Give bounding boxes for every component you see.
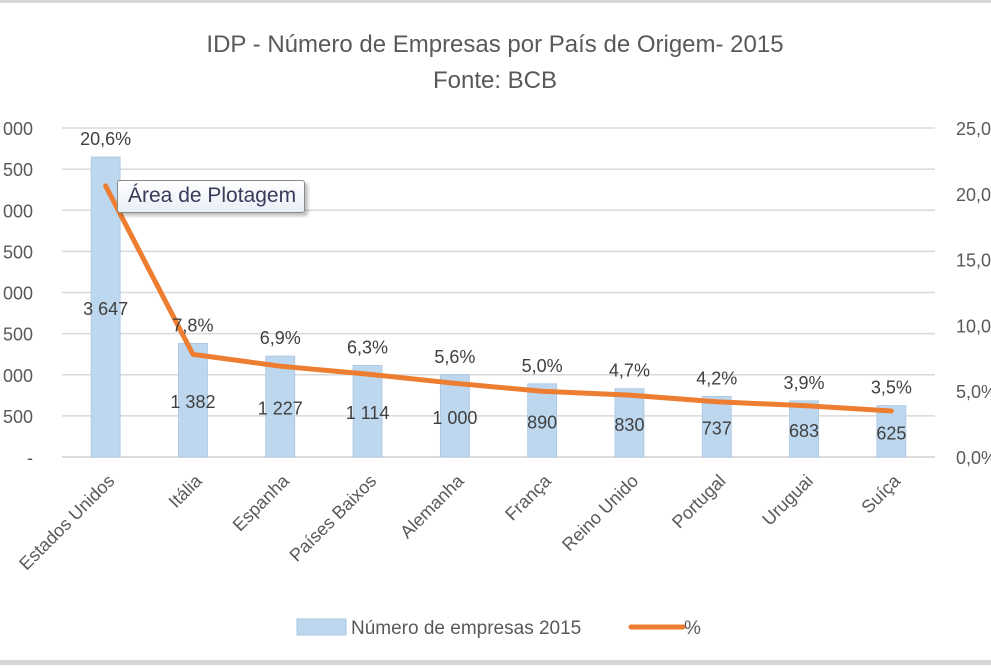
right-axis-tick-label: 0,0% xyxy=(956,448,991,468)
category-label: Itália xyxy=(165,470,207,512)
category-label: Reino Unido xyxy=(558,471,642,555)
bar-data-label: 625 xyxy=(876,423,906,443)
right-axis-tick-label: 25,0 xyxy=(956,119,991,139)
line-data-label: 4,2% xyxy=(696,368,737,388)
right-axis-tick-label: 15,0 xyxy=(956,251,991,271)
left-axis-tick-label: 500 xyxy=(3,160,33,180)
bar-data-label: 1 000 xyxy=(432,408,477,428)
bar-data-label: 1 114 xyxy=(346,403,390,423)
line-data-label: 5,0% xyxy=(522,356,563,376)
category-label: Alemanha xyxy=(396,470,468,542)
left-axis-tick-label: 500 xyxy=(3,242,33,262)
category-label: Espanha xyxy=(229,470,294,535)
line-series[interactable] xyxy=(106,186,892,411)
category-label: Uruguai xyxy=(758,471,817,530)
category-label: Suíça xyxy=(857,470,904,517)
left-axis-tick-label: 000 xyxy=(3,284,33,304)
line-data-label: 6,9% xyxy=(260,328,301,348)
bar-data-label: 737 xyxy=(702,419,732,439)
legend-bar-swatch xyxy=(297,619,346,635)
bar-data-label: 1 227 xyxy=(258,399,303,419)
bar-data-label: 890 xyxy=(527,412,557,432)
bar-data-label: 1 382 xyxy=(170,392,215,412)
right-axis: 0,0% 5,0% 10,0 15,0 20,0 25,0 xyxy=(956,119,991,468)
bar-data-label: 830 xyxy=(614,415,644,435)
chart-title: IDP - Número de Empresas por País de Ori… xyxy=(206,31,783,58)
left-axis-tick-label: - xyxy=(27,448,33,468)
category-label: Portugal xyxy=(668,471,730,533)
line-data-label: 6,3% xyxy=(347,337,388,357)
window-bottom-border xyxy=(0,660,991,665)
right-axis-tick-label: 5,0% xyxy=(956,382,991,402)
left-axis-tick-label: 000 xyxy=(3,201,33,221)
category-label: França xyxy=(501,470,555,524)
legend-line-label: % xyxy=(684,618,701,639)
legend[interactable]: Número de empresas 2015 % xyxy=(297,618,701,639)
left-axis-tick-label: 500 xyxy=(3,325,33,345)
chart-subtitle: Fonte: BCB xyxy=(433,67,557,94)
left-axis-tick-label: 000 xyxy=(3,119,33,139)
category-label: Países Baixos xyxy=(286,471,381,566)
plot-area-tooltip: Área de Plotagem xyxy=(117,180,305,213)
left-axis-tick-label: 000 xyxy=(3,366,33,386)
line-data-label: 7,8% xyxy=(172,315,213,335)
legend-bar-label: Número de empresas 2015 xyxy=(351,618,581,639)
bar-data-label: 3 647 xyxy=(83,299,128,319)
line-data-label: 5,6% xyxy=(434,347,475,367)
right-axis-tick-label: 10,0 xyxy=(956,316,991,336)
left-axis-tick-label: 500 xyxy=(3,407,33,427)
line-data-label: 20,6% xyxy=(80,129,131,149)
bar-data-label: 683 xyxy=(789,421,819,441)
line-data-label: 3,5% xyxy=(871,378,912,398)
window-top-border xyxy=(0,0,991,3)
line-data-label: 4,7% xyxy=(609,361,650,381)
right-axis-tick-label: 20,0 xyxy=(956,185,991,205)
left-axis: - 500 000 500 000 500 000 500 000 xyxy=(3,119,33,468)
line-data-label: 3,9% xyxy=(784,373,825,393)
line-path[interactable] xyxy=(106,186,892,411)
category-label: Estados Unidos xyxy=(15,471,118,574)
